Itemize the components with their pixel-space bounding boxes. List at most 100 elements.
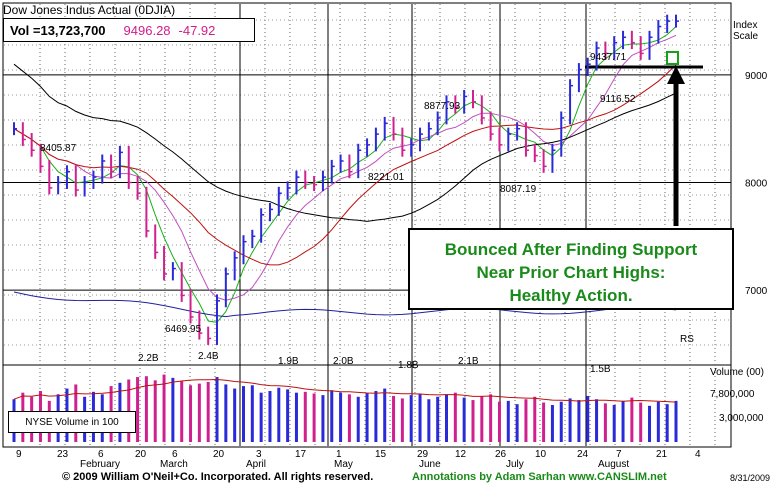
moving-average-lines	[13, 26, 703, 323]
price-tick-label: 7000	[745, 286, 768, 297]
x-tick-label: 6	[98, 449, 104, 460]
volume-average-line	[13, 378, 677, 403]
footer-date: 8/31/2009	[730, 473, 771, 483]
rs-line	[13, 291, 677, 318]
x-tick-label: 4	[695, 449, 701, 460]
volume-bar	[524, 399, 528, 442]
volume-annotation: 1.8B	[398, 360, 419, 371]
price-annotation: 9116.52	[600, 94, 636, 105]
volume-bar	[400, 398, 404, 442]
volume-bar	[603, 403, 607, 442]
month-label: March	[160, 459, 188, 470]
volume-bar	[347, 394, 351, 442]
month-label: May	[334, 459, 353, 470]
x-tick-label: 7	[616, 449, 622, 460]
volume-readout: Vol =13,723,700 9496.28 -47.92	[3, 18, 255, 42]
volume-annotation: 2.1B	[458, 356, 479, 367]
volume-bar	[294, 392, 298, 442]
volume-bar	[436, 396, 440, 442]
volume-bar	[224, 384, 228, 442]
volume-bar	[339, 392, 343, 442]
ma-medium-line	[13, 34, 677, 301]
volume-tick-label: 3,000,000	[719, 413, 764, 424]
volume-bar	[321, 395, 325, 442]
volume-bar	[453, 392, 457, 442]
ma-200-line	[13, 63, 677, 222]
ma-long-line	[13, 64, 677, 266]
current-price-marker	[666, 51, 679, 65]
volume-bar	[374, 391, 378, 442]
footer: © 2009 William O'Neil+Co. Incorporated. …	[0, 468, 780, 485]
volume-bar	[277, 387, 281, 442]
volume-bar	[630, 397, 634, 442]
volume-axis-title: Volume (00)	[710, 367, 764, 378]
volume-bar	[215, 377, 219, 442]
volume-bar	[180, 381, 184, 442]
volume-bar	[542, 402, 546, 442]
chart-grid	[2, 2, 732, 448]
price-value: 9496.28	[123, 22, 171, 38]
annotation-box: Bounced After Finding Support Near Prior …	[408, 228, 734, 310]
volume-bar	[497, 401, 501, 442]
month-label: February	[80, 459, 120, 470]
volume-bar	[489, 394, 493, 442]
chart-title: Dow Jones Indus Actual (0DJIA)	[3, 3, 176, 17]
axis-labels: 7000 8000 9000 RS Volume (00) 7,800,000 3,000,…	[16, 52, 768, 470]
volume-bar	[241, 386, 245, 442]
volume-bar	[356, 396, 360, 442]
volume-bar	[127, 379, 131, 442]
price-annotation: 9437.71	[590, 52, 627, 63]
volume-bar	[144, 376, 148, 442]
volume-bar	[674, 400, 678, 442]
volume-bar	[286, 389, 290, 442]
price-tick-label: 8000	[745, 179, 768, 190]
volume-bar	[445, 394, 449, 442]
x-tick-label: 20	[135, 449, 147, 460]
price-annotation: 8221.01	[368, 172, 405, 183]
volume-bar	[303, 391, 307, 442]
volume-bar	[533, 396, 537, 442]
annotation-arrow-head	[667, 66, 685, 84]
volume-bar	[171, 377, 175, 442]
volume-bar	[577, 400, 581, 442]
volume-annotation: 1.9B	[278, 356, 299, 367]
volume-bar	[665, 404, 669, 442]
index-scale-label: Index Scale	[733, 20, 759, 42]
volume-bar	[330, 390, 334, 442]
volume-bar	[409, 395, 413, 442]
volume-annotation: 2.0B	[333, 356, 354, 367]
nyse-volume-label: NYSE Volume in 100	[8, 411, 136, 433]
month-label: August	[598, 459, 629, 470]
x-tick-label: 20	[213, 449, 225, 460]
month-label: July	[506, 459, 524, 470]
rs-label: RS	[680, 334, 694, 345]
x-tick-label: 17	[295, 449, 307, 460]
price-change: -47.92	[178, 22, 216, 38]
price-annotation: 8877.93	[424, 101, 461, 112]
volume-bar	[383, 388, 387, 442]
copyright-text: © 2009 William O'Neil+Co. Incorporated. …	[62, 471, 374, 483]
x-tick-label: 24	[577, 449, 589, 460]
volume-bar	[392, 395, 396, 442]
volume-bar	[365, 393, 369, 442]
volume-bar	[268, 391, 272, 442]
volume-bar	[153, 380, 157, 442]
volume-bar	[471, 400, 475, 442]
x-tick-label: 26	[495, 449, 507, 460]
month-label: April	[246, 459, 266, 470]
price-tick-label: 9000	[745, 71, 768, 82]
volume-annotation: 1.5B	[590, 364, 611, 375]
x-tick-label: 3	[256, 449, 262, 460]
volume-bar	[162, 374, 166, 442]
month-label: June	[419, 459, 441, 470]
x-tick-label: 9	[16, 449, 22, 460]
x-tick-label: 15	[375, 449, 387, 460]
x-tick-label: 1	[336, 449, 342, 460]
annotations-credit: Annotations by Adam Sarhan www.CANSLIM.n…	[412, 471, 667, 483]
volume-bar	[462, 397, 466, 442]
volume-bar	[515, 404, 519, 442]
volume-bar	[312, 393, 316, 442]
x-tick-label: 23	[57, 449, 69, 460]
price-annotation: 8087.19	[500, 184, 537, 195]
